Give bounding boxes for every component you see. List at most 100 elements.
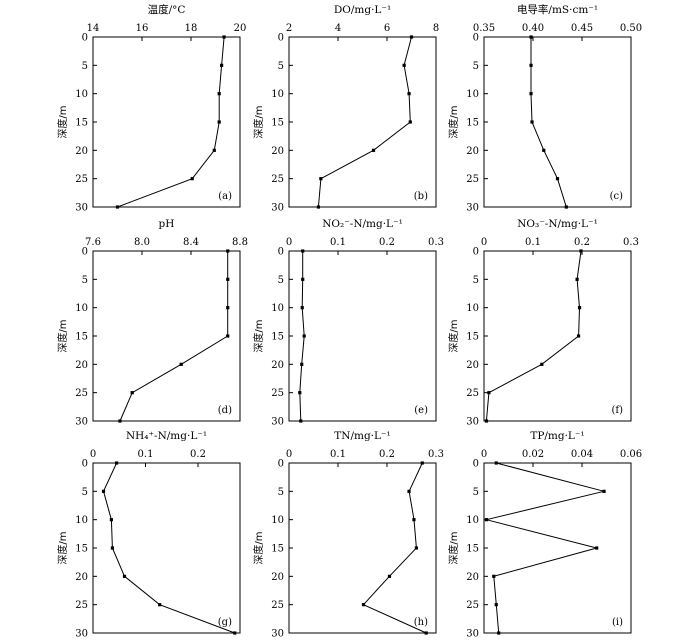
data-point: [540, 362, 544, 366]
y-tick-label: 10: [271, 303, 284, 314]
y-tick-label: 20: [271, 572, 284, 583]
x-tick-label: 0.1: [138, 449, 154, 460]
data-point: [226, 306, 230, 310]
series-line: [317, 36, 412, 208]
x-tick-label: 7.6: [85, 237, 101, 248]
plot-frame: [288, 250, 437, 422]
y-tick-label: 30: [75, 417, 88, 428]
data-point: [115, 461, 119, 465]
x-tick-label: 8.4: [183, 237, 199, 248]
data-point: [530, 120, 534, 124]
panel-letter: (h): [414, 617, 428, 628]
y-tick-label: 10: [271, 89, 284, 100]
y-tick-label: 0: [82, 33, 88, 44]
y-axis-label: 深度/m: [56, 531, 69, 564]
y-tick-label: 20: [466, 572, 479, 583]
data-point: [420, 461, 424, 465]
y-tick-label: 30: [271, 417, 284, 428]
y-axis-label: 深度/m: [447, 319, 460, 352]
series-line: [530, 37, 567, 208]
panel-h: TN/mg·L⁻¹ 0 0.1 0.2 0.3 0 5 10 15 20 25 30 深度/m (h): [252, 430, 444, 640]
data-point: [179, 362, 183, 366]
y-tick-label: 10: [466, 303, 479, 314]
x-tick-label: 0: [481, 449, 487, 460]
data-point: [217, 120, 221, 124]
panel-g: NH₄⁺-N/mg·L⁻¹ 0 0.1 0.2 0 5 10 15 20 25 30 深度/m (g): [56, 430, 241, 640]
y-tick-label: 0: [278, 459, 284, 470]
data-point: [408, 120, 412, 124]
data-point: [484, 518, 489, 522]
data-point: [407, 92, 411, 96]
y-tick-label: 25: [75, 600, 88, 611]
x-tick-label: 8.8: [232, 237, 248, 248]
y-tick-label: 20: [466, 360, 479, 371]
y-axis-label: 深度/m: [252, 105, 265, 138]
data-point: [494, 603, 498, 607]
y-tick-label: 25: [271, 174, 284, 185]
y-tick-label: 5: [278, 61, 284, 72]
panel-title: 温度/°C: [148, 3, 186, 16]
data-point: [130, 391, 134, 395]
y-tick-label: 5: [278, 275, 284, 286]
data-point: [226, 334, 230, 338]
panel-e: NO₂⁻-N/mg·L⁻¹ 0 0.1 0.2 0.3 0 5 10 15 20 25 30 深度/m (…: [252, 218, 444, 428]
data-point: [371, 148, 376, 152]
x-tick-label: 0: [286, 237, 292, 248]
x-tick-label: 0.1: [330, 237, 346, 248]
data-point: [299, 419, 303, 423]
plot-frame: [483, 462, 632, 634]
y-tick-label: 0: [473, 459, 479, 470]
y-tick-label: 15: [271, 544, 284, 555]
panel-title: 电导率/mS·cm⁻¹: [517, 3, 598, 16]
panel-c: 电导率/mS·cm⁻¹ 0.35 0.40 0.45 0.50 0 5 10 15 20 25 30 深…: [447, 3, 642, 214]
y-tick-label: 25: [466, 174, 479, 185]
data-point: [564, 205, 568, 209]
data-point: [529, 35, 533, 39]
data-point: [555, 177, 560, 181]
y-tick-label: 15: [271, 332, 284, 343]
data-point: [575, 277, 579, 281]
y-tick-label: 30: [466, 417, 479, 428]
x-tick-label: 0.04: [571, 449, 593, 460]
x-tick-label: 0: [286, 449, 292, 460]
x-tick-label: 0.3: [623, 237, 639, 248]
x-tick-label: 0.45: [571, 23, 593, 34]
y-tick-label: 0: [82, 247, 88, 258]
y-tick-label: 25: [466, 600, 479, 611]
y-tick-label: 15: [75, 332, 88, 343]
plot-frame: [483, 250, 632, 422]
data-point: [190, 177, 194, 181]
series-line: [102, 462, 235, 634]
data-point: [101, 489, 106, 493]
data-point: [361, 603, 366, 607]
y-axis-label: 深度/m: [56, 105, 69, 138]
y-tick-label: 5: [82, 61, 88, 72]
data-point: [217, 92, 221, 96]
data-point: [487, 391, 491, 395]
y-tick-label: 20: [271, 146, 284, 157]
y-tick-label: 5: [82, 275, 88, 286]
y-tick-label: 20: [75, 572, 88, 583]
x-tick-label: 0.3: [428, 237, 444, 248]
x-tick-label: 0.1: [330, 449, 346, 460]
panel-title: TP/mg·L⁻¹: [530, 430, 584, 442]
y-tick-label: 20: [75, 146, 88, 157]
data-point: [576, 334, 581, 338]
data-point: [319, 177, 323, 181]
data-point: [595, 546, 599, 550]
y-tick-label: 0: [278, 33, 284, 44]
series-line: [117, 36, 225, 208]
data-point: [226, 249, 230, 253]
y-tick-label: 20: [271, 360, 284, 371]
y-tick-label: 30: [271, 203, 284, 214]
panel-letter: (a): [218, 191, 232, 202]
data-point: [497, 631, 501, 635]
y-tick-label: 10: [75, 89, 88, 100]
data-point: [579, 249, 583, 253]
y-tick-label: 15: [466, 332, 479, 343]
data-point: [115, 205, 120, 209]
panel-f: NO₃⁻-N/mg·L⁻¹ 0 0.1 0.2 0.3 0 5 10 15 20 25 30 深度/m (…: [447, 218, 639, 428]
panel-letter: (e): [414, 405, 428, 416]
y-tick-label: 15: [466, 544, 479, 555]
